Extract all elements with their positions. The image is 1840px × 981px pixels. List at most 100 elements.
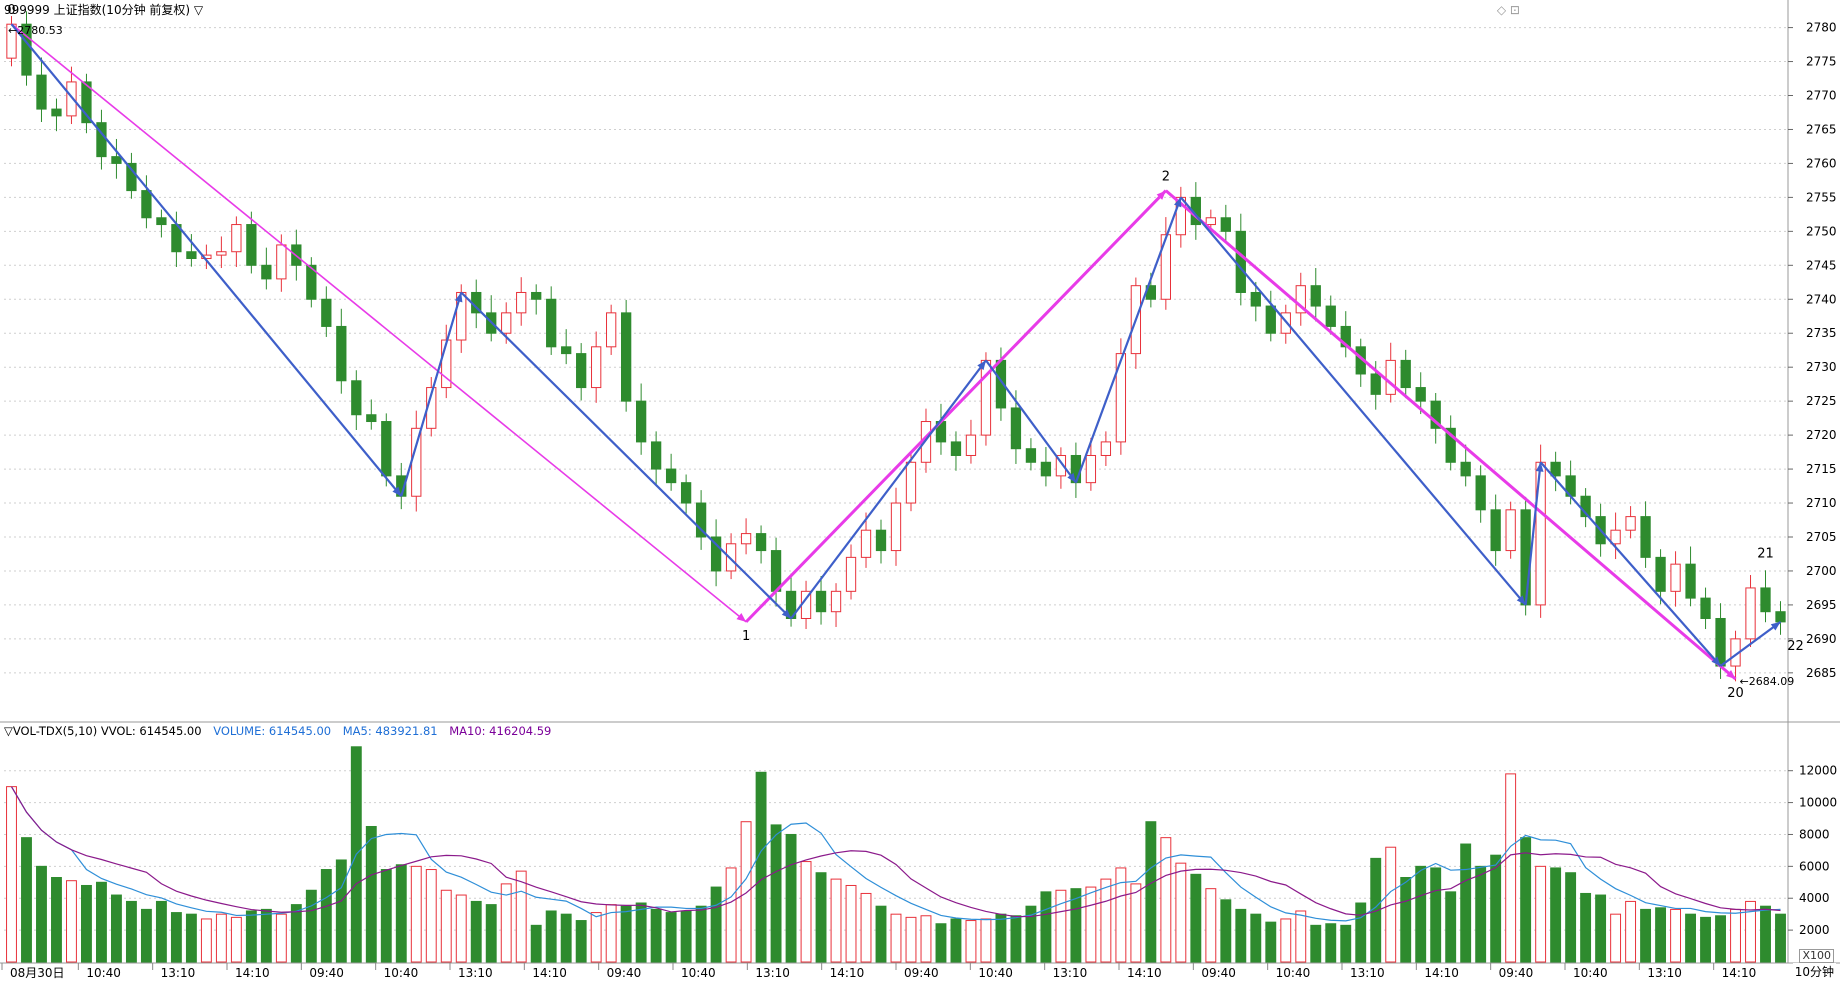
vol-scale-label: X100 bbox=[1799, 949, 1834, 963]
volume-tick-label: 4000 bbox=[1799, 891, 1830, 905]
candle-down bbox=[695, 502, 707, 538]
volume-bar-up bbox=[725, 867, 737, 963]
volume-bar-up bbox=[1205, 888, 1217, 963]
volume-bar-up bbox=[1130, 883, 1142, 963]
candle-down bbox=[336, 325, 347, 382]
trend-line bbox=[745, 189, 1167, 623]
candle-up bbox=[1505, 509, 1516, 552]
volume-bar-down bbox=[785, 833, 797, 963]
volume-bar-up bbox=[230, 916, 242, 963]
zigzag-line bbox=[790, 359, 987, 620]
zigzag-line bbox=[1074, 197, 1182, 484]
candle-down bbox=[1325, 305, 1336, 327]
volume-bar-down bbox=[110, 894, 122, 963]
trend-line-head bbox=[1156, 190, 1166, 200]
price-tick-label: 2720 bbox=[1806, 428, 1837, 442]
candle-up bbox=[1295, 285, 1306, 314]
volume-bar-down bbox=[875, 905, 887, 963]
volume-header: ▽VOL-TDX(5,10) VVOL: 614545.00 VOLUME: 6… bbox=[4, 724, 559, 738]
time-tick-label: 13:10 bbox=[755, 966, 790, 980]
volume-bar-down bbox=[1025, 905, 1037, 963]
time-tick-label: 10:40 bbox=[1276, 966, 1311, 980]
volume-bar-down bbox=[51, 877, 62, 963]
event-label: 0 bbox=[7, 3, 15, 18]
candle-up bbox=[1160, 234, 1171, 300]
price-tick-label: 2725 bbox=[1806, 394, 1837, 408]
candle-down bbox=[546, 298, 557, 348]
candle-down bbox=[1025, 448, 1037, 463]
volume-bar-down bbox=[1070, 888, 1082, 963]
volume-bar-down bbox=[1190, 873, 1202, 963]
zigzag-line bbox=[460, 291, 792, 620]
volume-bar-down bbox=[260, 908, 272, 963]
volume-bar-up bbox=[410, 865, 422, 963]
candle-up bbox=[501, 312, 512, 334]
volume-bar-down bbox=[1700, 916, 1711, 963]
time-tick-label: 14:10 bbox=[830, 966, 865, 980]
time-tick-label: 10:40 bbox=[1573, 966, 1608, 980]
candle-down bbox=[156, 217, 167, 226]
candle-down bbox=[1550, 461, 1561, 477]
vol-indicator-label[interactable]: ▽VOL-TDX(5,10) VVOL: 614545.00 bbox=[4, 724, 202, 738]
candle-down bbox=[755, 533, 767, 552]
time-tick-label: 09:40 bbox=[607, 966, 642, 980]
volume-bar-up bbox=[830, 878, 842, 963]
candle-down bbox=[1010, 407, 1022, 450]
price-tick-label: 2710 bbox=[1806, 496, 1837, 510]
vol-ma10-value: MA10: 416204.59 bbox=[449, 724, 552, 738]
volume-bar-down bbox=[995, 913, 1007, 963]
volume-bar-up bbox=[1670, 908, 1682, 963]
candle-up bbox=[1610, 529, 1621, 545]
candle-up bbox=[66, 81, 77, 117]
time-tick-label: 14:10 bbox=[1722, 966, 1757, 980]
zigzag-line bbox=[400, 292, 463, 497]
time-tick-label: 09:40 bbox=[1201, 966, 1236, 980]
candle-up bbox=[606, 312, 617, 348]
zigzag-line bbox=[1719, 621, 1782, 667]
candle-up bbox=[740, 533, 752, 545]
volume-bar-down bbox=[395, 864, 407, 963]
volume-bar-down bbox=[290, 904, 302, 963]
volume-bar-down bbox=[1580, 892, 1592, 963]
zigzag-line bbox=[1180, 196, 1527, 606]
candle-down bbox=[1430, 400, 1441, 429]
time-tick-label: 09:40 bbox=[1499, 966, 1534, 980]
volume-bar-up bbox=[500, 883, 512, 963]
candle-up bbox=[276, 244, 287, 280]
price-tick-label: 2750 bbox=[1806, 224, 1837, 238]
candle-down bbox=[1340, 325, 1351, 348]
window-icons[interactable]: ◇ ⊡ bbox=[1496, 3, 1520, 17]
trend-line-head bbox=[736, 613, 747, 622]
zigzag-line bbox=[10, 23, 403, 497]
volume-bar-down bbox=[1760, 905, 1771, 963]
price-tick-label: 2780 bbox=[1806, 21, 1837, 35]
candle-up bbox=[1670, 563, 1681, 592]
event-label: 22 bbox=[1787, 639, 1804, 654]
candle-up bbox=[1625, 516, 1636, 531]
price-tick-label: 2775 bbox=[1806, 55, 1837, 69]
volume-bar-up bbox=[590, 912, 602, 963]
candle-down bbox=[1520, 509, 1531, 606]
candle-up bbox=[1205, 217, 1216, 226]
volume-bar-down bbox=[620, 905, 632, 963]
event-label: 21 bbox=[1757, 547, 1774, 562]
candle-up bbox=[860, 529, 872, 558]
price-tick-label: 2745 bbox=[1806, 258, 1837, 272]
candle-down bbox=[1460, 461, 1471, 477]
volume-bar-down bbox=[680, 910, 692, 963]
period-label[interactable]: 10分钟 bbox=[1792, 963, 1836, 980]
volume-bar-up bbox=[1100, 878, 1112, 963]
volume-bar-down bbox=[1400, 877, 1412, 963]
candle-down bbox=[36, 74, 47, 110]
volume-tick-label: 2000 bbox=[1799, 923, 1830, 937]
price-tick-label: 2715 bbox=[1806, 462, 1837, 476]
candle-down bbox=[246, 224, 257, 266]
event-label: 1 bbox=[742, 629, 750, 644]
price-tick-label: 2770 bbox=[1806, 89, 1837, 103]
candle-down bbox=[1400, 359, 1411, 389]
time-tick-label: 13:10 bbox=[1053, 966, 1088, 980]
volume-bar-down bbox=[1775, 913, 1786, 963]
volume-bar-down bbox=[1265, 921, 1277, 963]
candle-down bbox=[1040, 461, 1052, 477]
